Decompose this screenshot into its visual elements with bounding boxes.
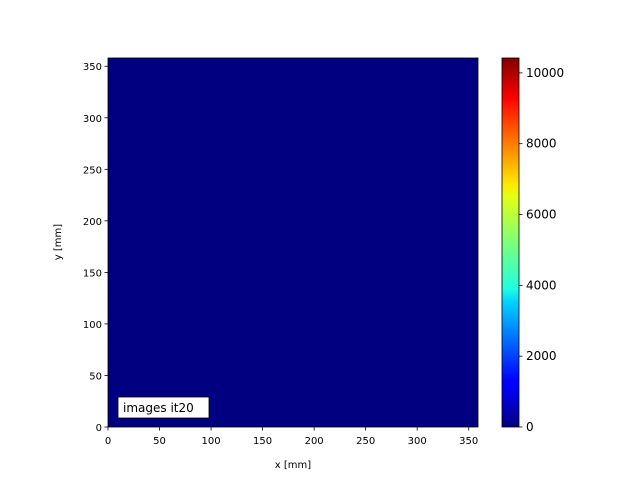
plot-frame [107,57,479,428]
colorbar [501,57,520,428]
colorbar-tick-label: 10000 [526,66,564,80]
colorbar-tick-label: 4000 [526,278,557,292]
x-tick-label: 250 [356,436,375,447]
y-axis-label: y [mm] [53,224,64,260]
y-tick-label: 350 [83,62,102,73]
y-tick-label: 300 [83,114,102,125]
annotation-text: images it20 [123,401,194,415]
y-tick-label: 150 [83,268,102,279]
x-axis-label: x [mm] [275,460,311,471]
x-tick-label: 150 [253,436,272,447]
x-tick-label: 100 [202,436,221,447]
y-tick-label: 200 [83,217,102,228]
x-tick-label: 300 [408,436,427,447]
colorbar-tick-label: 2000 [526,349,557,363]
colorbar-tick-label: 8000 [526,137,557,151]
colorbar-tick-label: 0 [526,420,534,434]
x-tick-label: 0 [105,436,111,447]
annotation-box [117,396,210,419]
colorbar-tick-label: 6000 [526,208,557,222]
y-tick-label: 250 [83,165,102,176]
heatmap-image [108,58,478,427]
x-tick-label: 350 [459,436,478,447]
x-tick-label: 200 [305,436,324,447]
y-tick-label: 0 [96,423,102,434]
y-tick-label: 50 [89,371,102,382]
y-tick-label: 100 [83,320,102,331]
x-tick-label: 50 [153,436,166,447]
